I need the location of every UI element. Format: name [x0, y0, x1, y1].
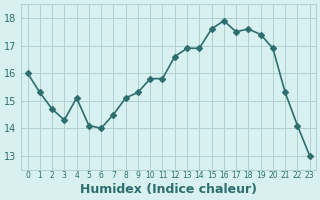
X-axis label: Humidex (Indice chaleur): Humidex (Indice chaleur)	[80, 183, 257, 196]
